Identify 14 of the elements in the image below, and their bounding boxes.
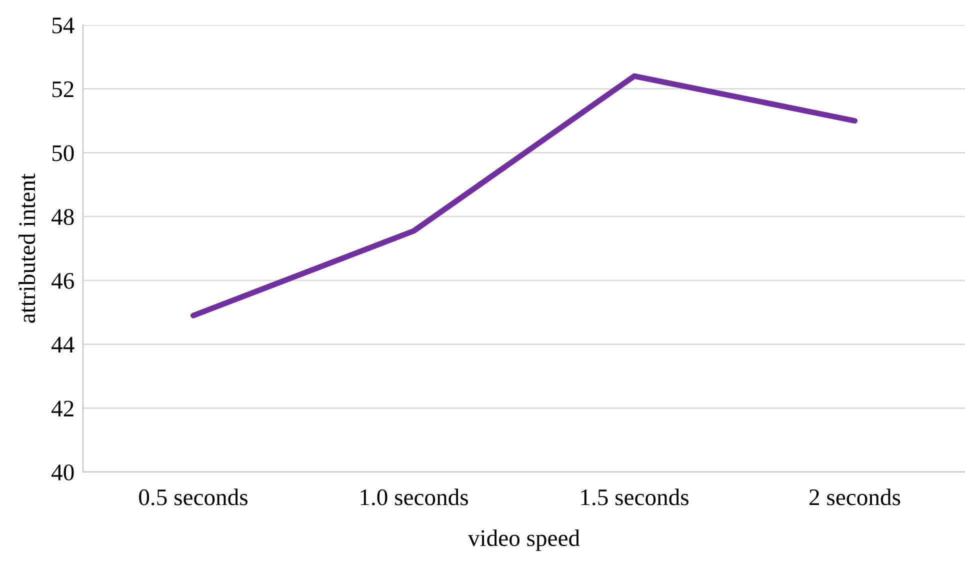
x-tick-label: 1.5 seconds [581,488,688,506]
x-tick-label: 0.5 seconds [139,488,248,506]
y-tick-label: 48 [52,209,74,225]
x-tick-label: 2 seconds [810,488,900,506]
y-tick-label: 42 [52,400,74,416]
x-axis-title: video speed [468,530,580,551]
y-tick-label: 44 [52,336,74,352]
y-tick-label: 40 [52,464,74,480]
y-tick-label: 50 [52,145,74,162]
y-tick-label: 52 [52,81,74,98]
x-tick-label: 1.0 seconds [360,488,468,506]
y-tick-label: 46 [52,272,74,289]
y-tick-label: 54 [52,18,74,34]
y-axis-title: attributed intent [18,174,36,323]
